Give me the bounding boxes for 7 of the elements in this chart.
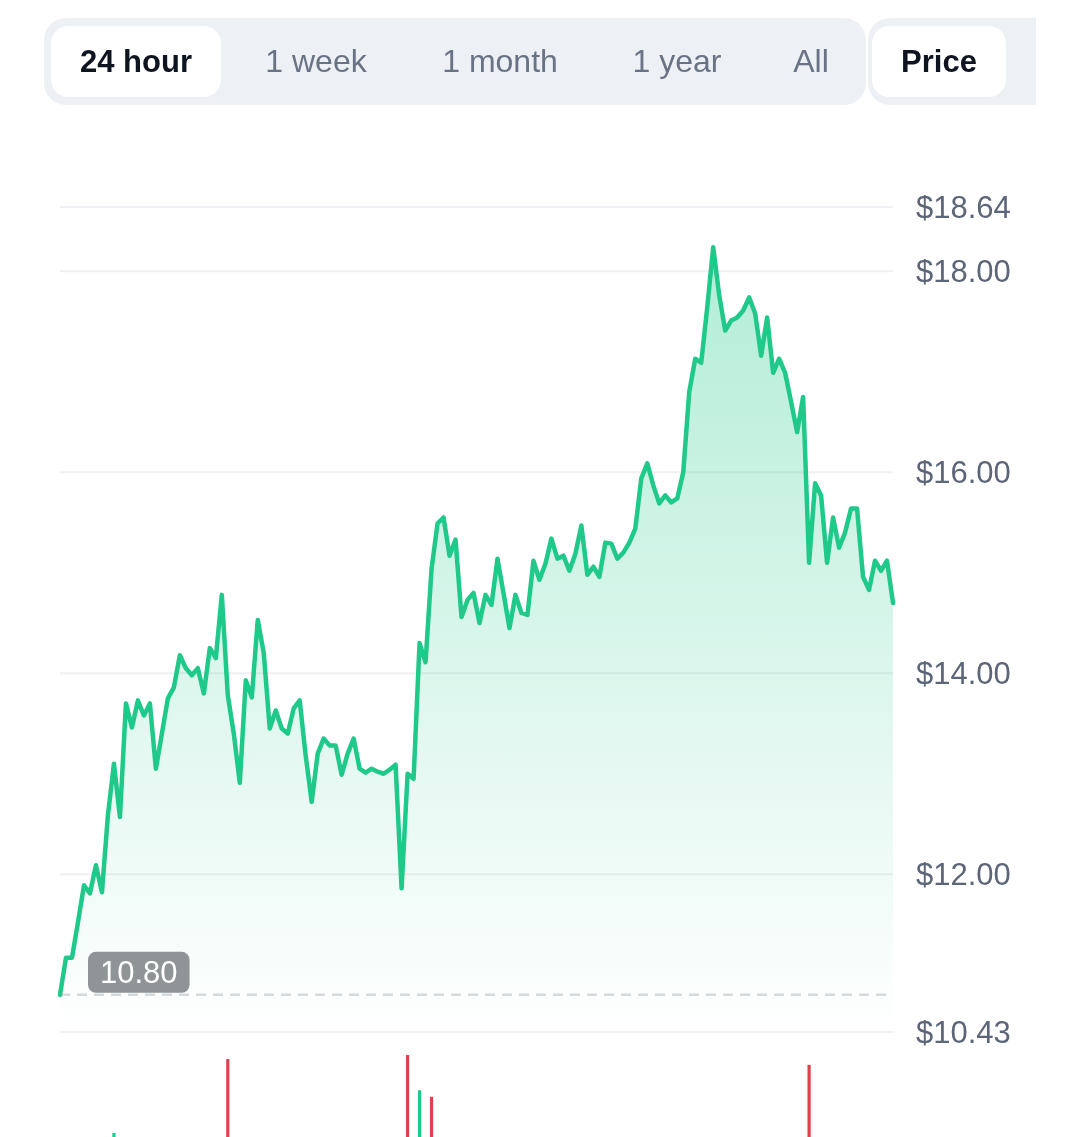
y-tick-label: $10.43 — [916, 1014, 1011, 1050]
y-tick-label: $18.00 — [916, 253, 1011, 289]
y-tick-label: $16.00 — [916, 454, 1011, 490]
ref-line-label: 10.80 — [100, 954, 178, 990]
y-tick-label: $12.00 — [916, 856, 1011, 892]
y-tick-label: $18.64 — [916, 189, 1011, 225]
y-tick-label: $14.00 — [916, 655, 1011, 691]
